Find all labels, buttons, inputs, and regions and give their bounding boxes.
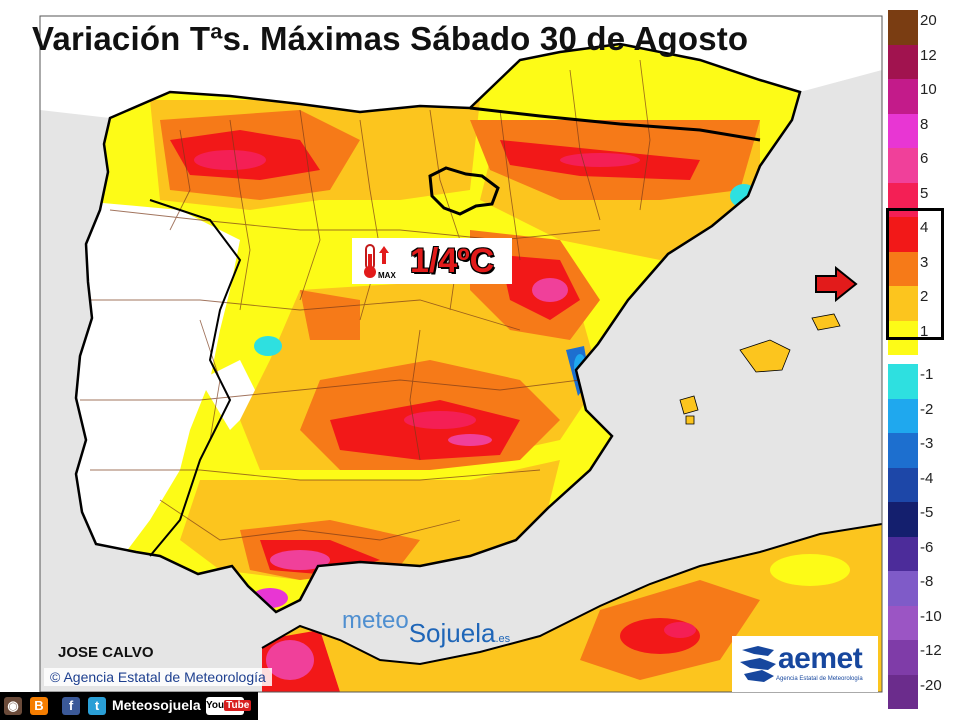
twitter-icon[interactable]: t <box>88 697 106 715</box>
legend-swatch <box>888 502 918 537</box>
legend-swatch <box>888 217 918 252</box>
legend-label: -12 <box>920 642 942 659</box>
legend-swatch <box>888 10 918 45</box>
legend-label: -20 <box>920 676 942 694</box>
iberia-heat <box>76 100 760 608</box>
legend-swatch <box>888 148 918 183</box>
france-spain-border <box>469 106 761 142</box>
youtube-label2: Tube <box>224 700 252 711</box>
legend-label: 5 <box>920 184 929 202</box>
legend-label: 8 <box>920 115 929 133</box>
province-borders <box>80 59 651 541</box>
africa-coastline <box>261 523 882 666</box>
legend-swatch <box>888 433 918 468</box>
legend-label: -4 <box>920 469 934 487</box>
legend-label: 2 <box>920 288 929 305</box>
france-land <box>40 16 882 118</box>
legend-swatch <box>888 364 918 399</box>
legend-swatch <box>888 44 918 79</box>
social-bar: ◉ B f t Meteosojuela You Tube <box>0 692 258 720</box>
africa-heat <box>262 554 850 692</box>
legend-label: 20 <box>920 12 937 29</box>
variation-range-value: 1/4ºC <box>410 242 495 280</box>
portugal-border <box>149 199 242 557</box>
legend-swatch <box>888 286 918 321</box>
watermark-part1: meteo <box>342 607 409 634</box>
legend-swatch <box>888 467 918 502</box>
copyright-symbol: © <box>50 669 61 685</box>
legend-label: -10 <box>920 607 942 625</box>
variation-range-badge: MAX 1/4ºC <box>352 238 512 284</box>
balearic-islands <box>679 313 841 425</box>
legend-label: 1 <box>920 322 929 340</box>
iberia-coastline <box>74 42 802 614</box>
legend-swatch <box>888 640 918 675</box>
legend-swatch <box>888 79 918 114</box>
legend-label: -6 <box>920 538 934 556</box>
legend-label: -3 <box>920 435 934 452</box>
aemet-wordmark: aemet <box>778 642 863 675</box>
legend-negative <box>888 364 918 709</box>
arrow-right-icon <box>815 266 858 302</box>
thermometer-max-icon: MAX <box>364 244 396 280</box>
watermark-part3: .es <box>495 633 511 645</box>
legend-label: -5 <box>920 504 934 521</box>
author: JOSE CALVO <box>58 644 154 661</box>
legend-label: 6 <box>920 150 929 167</box>
legend-label: 4 <box>920 219 929 236</box>
legend-swatch <box>888 536 918 571</box>
instagram-icon[interactable]: ◉ <box>4 697 22 715</box>
source-name: Agencia Estatal de Meteorología <box>63 669 266 685</box>
legend-label: -8 <box>920 573 934 590</box>
legend-swatch <box>888 605 918 640</box>
legend-swatch <box>888 251 918 286</box>
blogger-icon[interactable]: B <box>30 697 48 715</box>
youtube-label: You <box>206 700 225 711</box>
aemet-swirl-icon <box>740 646 776 682</box>
max-label: MAX <box>378 271 396 280</box>
legend-swatch <box>888 398 918 433</box>
legend-swatch <box>888 113 918 148</box>
legend-swatch <box>888 571 918 606</box>
aemet-logo: aemet Agencia Estatal de Meteorología <box>732 636 878 692</box>
legend-selected-range <box>886 208 944 340</box>
source-credit: © Agencia Estatal de Meteorología <box>44 668 272 686</box>
aemet-subtitle: Agencia Estatal de Meteorología <box>776 676 863 682</box>
legend-swatch <box>888 182 918 217</box>
legend-swatch <box>888 674 918 709</box>
la-rioja-outline <box>428 166 500 216</box>
legend-positive <box>888 10 918 355</box>
legend-label: -2 <box>920 400 934 418</box>
map-title: Variación Tªs. Máximas Sábado 30 de Agos… <box>32 20 749 57</box>
watermark-part2: Sojuela <box>408 618 496 648</box>
legend-label: -1 <box>920 366 934 383</box>
legend-label: 10 <box>920 81 937 98</box>
youtube-icon[interactable]: You Tube <box>206 697 252 715</box>
facebook-icon[interactable]: f <box>62 697 80 715</box>
legend-label: 12 <box>920 46 937 64</box>
social-handle[interactable]: Meteosojuela <box>112 697 201 713</box>
meteosojuela-watermark: meteoSojuela.es <box>342 604 510 648</box>
africa-land <box>262 524 882 692</box>
legend-label: 3 <box>920 253 929 271</box>
